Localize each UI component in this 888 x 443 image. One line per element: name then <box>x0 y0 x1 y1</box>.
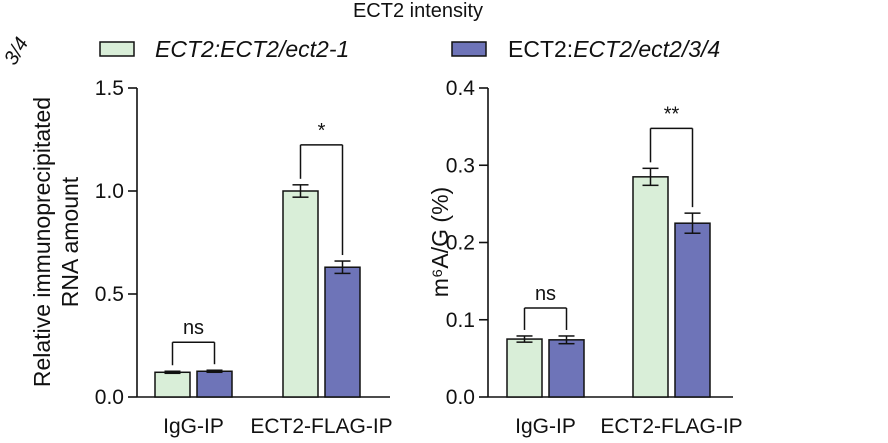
y-tick-label: 0.3 <box>446 154 475 177</box>
bar <box>548 339 585 398</box>
y-tick-label: 0.0 <box>95 386 124 409</box>
bar <box>154 371 191 398</box>
y-tick-label: 1.5 <box>95 77 124 100</box>
legend-label-2: ECT2:ECT2/ect2/3/4 <box>508 36 720 62</box>
significance-label: ** <box>664 103 680 125</box>
y-axis-label: Relative immunoprecipitated <box>29 97 55 387</box>
bar <box>196 370 233 398</box>
significance-label: ns <box>183 317 204 339</box>
corner-fragment-label: 3/4 <box>0 34 33 69</box>
legend-label-2-part-a: ECT2: <box>508 36 573 62</box>
legend-label-1: ECT2:ECT2/ect2-1 <box>155 36 349 62</box>
legend-item-2: ECT2:ECT2/ect2/3/4 <box>451 36 720 62</box>
bar <box>282 190 319 398</box>
y-tick-label: 0.5 <box>95 283 124 306</box>
figure-title: ECT2 intensity <box>353 0 483 22</box>
x-tick-label: IgG-IP <box>163 415 224 438</box>
legend-label-2-part-b: ECT2/ect2/3/4 <box>573 36 720 62</box>
y-tick-label: 0.2 <box>446 232 475 255</box>
y-tick-label: 0.0 <box>446 386 475 409</box>
legend-label-1-part-a: ECT2:ECT2/ect2-1 <box>155 36 349 62</box>
bar <box>674 222 711 398</box>
bar <box>506 338 543 398</box>
y-axis-label: RNA amount <box>57 176 83 307</box>
legend-swatch-2 <box>451 41 487 57</box>
x-tick-label: ECT2-FLAG-IP <box>250 415 392 438</box>
x-tick-label: ECT2-FLAG-IP <box>600 415 742 438</box>
y-axis-label: m⁶A/G (%) <box>427 187 453 297</box>
significance-label: * <box>318 120 326 142</box>
y-tick-label: 0.4 <box>446 77 476 100</box>
y-tick-label: 0.1 <box>446 309 475 332</box>
legend: ECT2:ECT2/ect2-1 ECT2:ECT2/ect2/3/4 <box>99 36 720 62</box>
y-tick-label: 1.0 <box>95 180 124 203</box>
significance-label: ns <box>535 283 556 305</box>
legend-item-1: ECT2:ECT2/ect2-1 <box>99 36 349 62</box>
legend-swatch-1 <box>99 41 135 57</box>
x-tick-label: IgG-IP <box>515 415 576 438</box>
bar <box>632 176 669 398</box>
chart-m6a-ratio: 0.0 0.1 0.2 0.3 0.4 m⁶A/G (%) IgG-IP ns ECT2-FLA… <box>427 77 743 438</box>
bar <box>324 266 361 398</box>
chart-rna-amount: 0.0 0.5 1.0 1.5 Relative immunoprecipitated R… <box>29 77 393 438</box>
